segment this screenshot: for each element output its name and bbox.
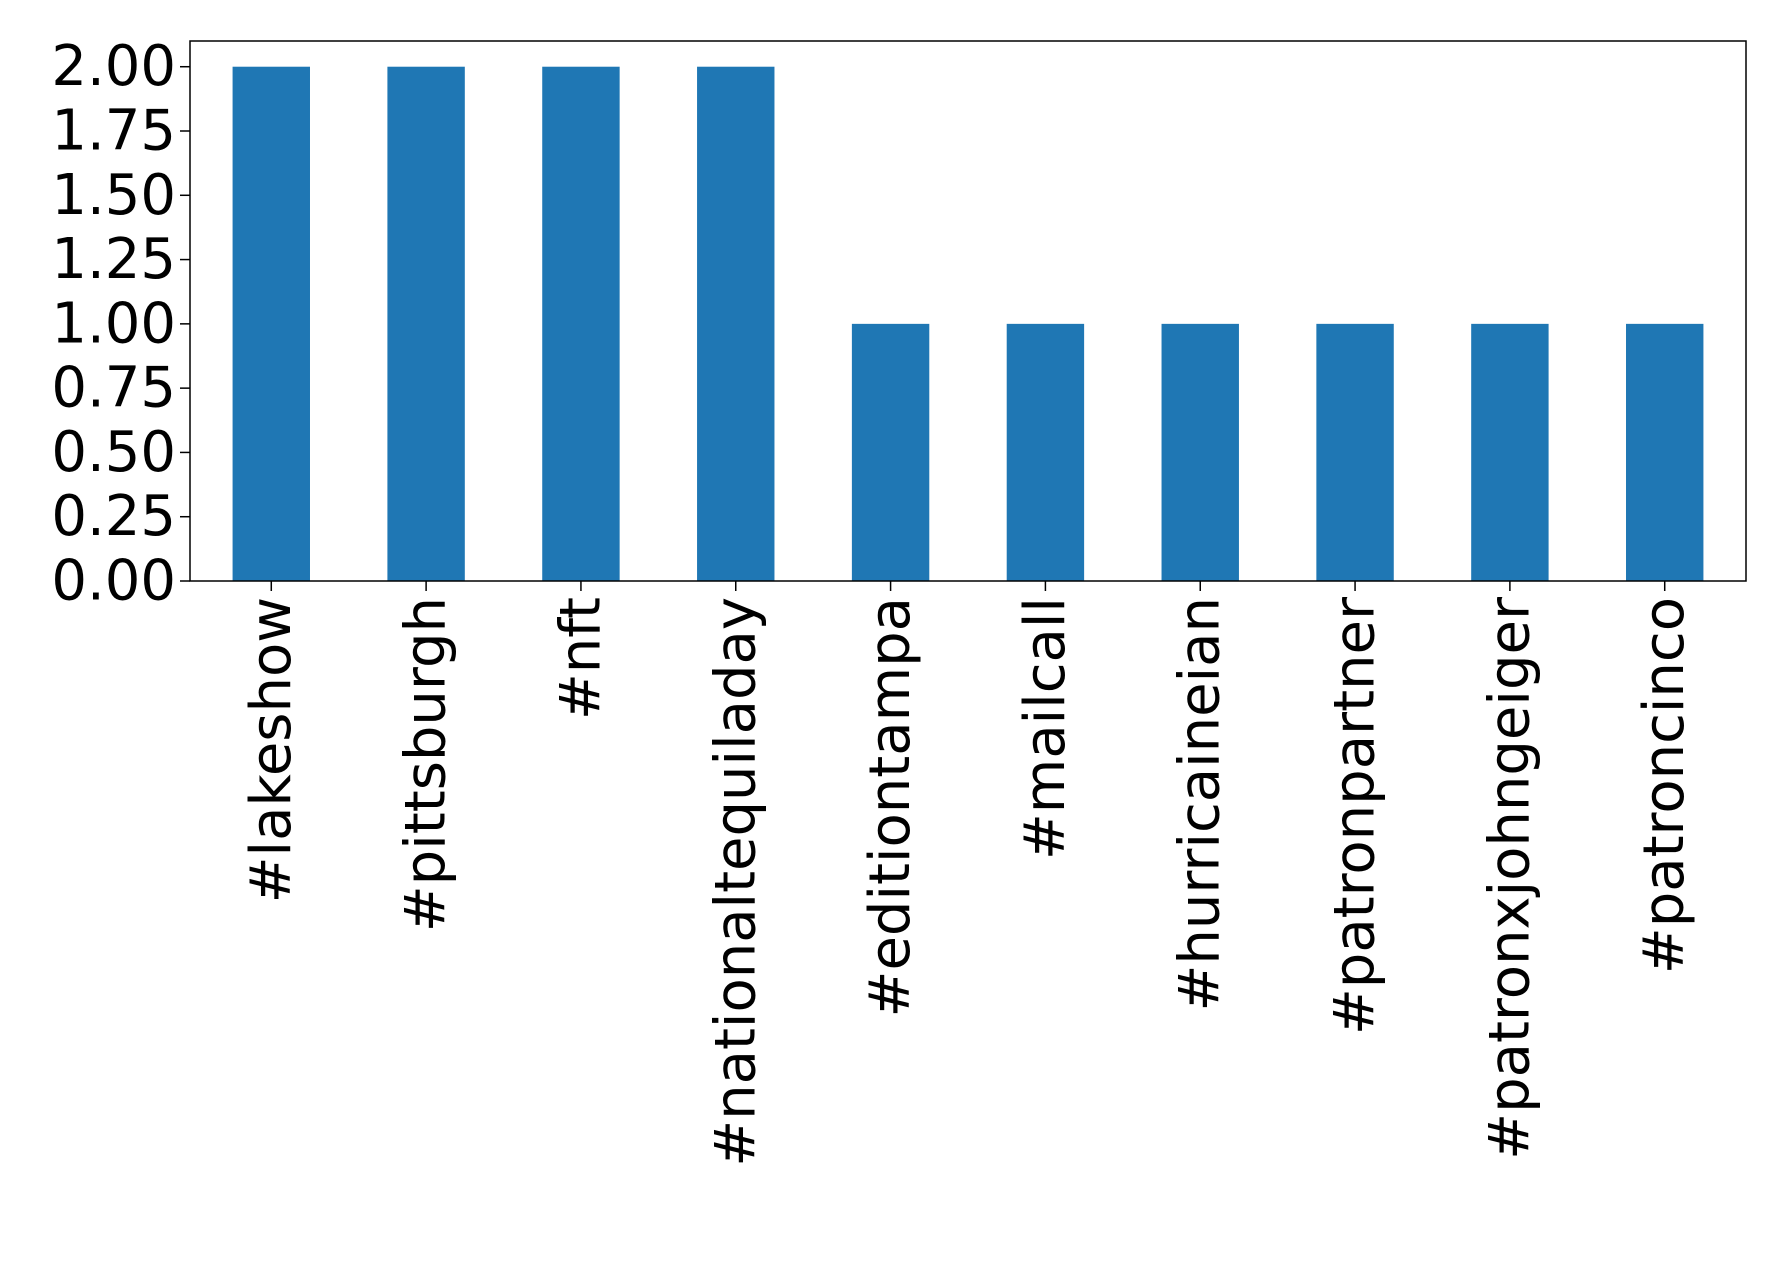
x-tick-label: #patronxjohngeiger [1477, 596, 1542, 1160]
bar-patronxjohngeiger [1471, 323, 1549, 581]
axes-frame [189, 40, 1747, 582]
bar-editiontampa [851, 323, 930, 581]
x-tick-label: #lakeshow [239, 597, 304, 903]
x-tick-label: #editiontampa [858, 597, 923, 1017]
x-tick-label: #patroncinco [1632, 597, 1697, 974]
bar-mailcall [1006, 323, 1085, 581]
y-tick-label: 1.00 [51, 291, 176, 356]
bar-hurricaineian [1161, 323, 1239, 581]
bar-nationaltequiladay [697, 66, 775, 581]
bar-patronpartner [1316, 323, 1394, 581]
x-tick-label: #patronpartner [1323, 596, 1388, 1035]
y-tick-label: 1.50 [51, 163, 176, 228]
x-tick-label: #nationaltequiladay [703, 597, 768, 1167]
bar-nft [542, 66, 620, 581]
y-tick-label: 1.25 [51, 227, 176, 292]
y-tick-label: 0.50 [51, 420, 176, 485]
x-tick-label: #mailcall [1013, 597, 1078, 860]
y-tick-label: 0.75 [51, 356, 176, 421]
y-tick-label: 0.25 [51, 484, 176, 549]
x-tick-label: #pittsburgh [394, 597, 459, 932]
x-axis: #lakeshow #pittsburgh #nft #nationaltequila… [239, 581, 1697, 1167]
y-tick-label: 1.75 [51, 99, 176, 164]
x-tick-label: #nft [548, 597, 613, 720]
bar-pittsburgh [387, 66, 465, 581]
y-axis: 0.000.250.500.751.001.251.501.752.00 [51, 34, 190, 614]
bar-patroncinco [1626, 323, 1704, 581]
bar-lakeshow [232, 66, 310, 581]
x-tick-label: #hurricaineian [1168, 597, 1233, 1012]
y-tick-label: 0.00 [51, 549, 176, 614]
y-tick-label: 2.00 [51, 34, 176, 99]
bars-group [232, 66, 1704, 581]
